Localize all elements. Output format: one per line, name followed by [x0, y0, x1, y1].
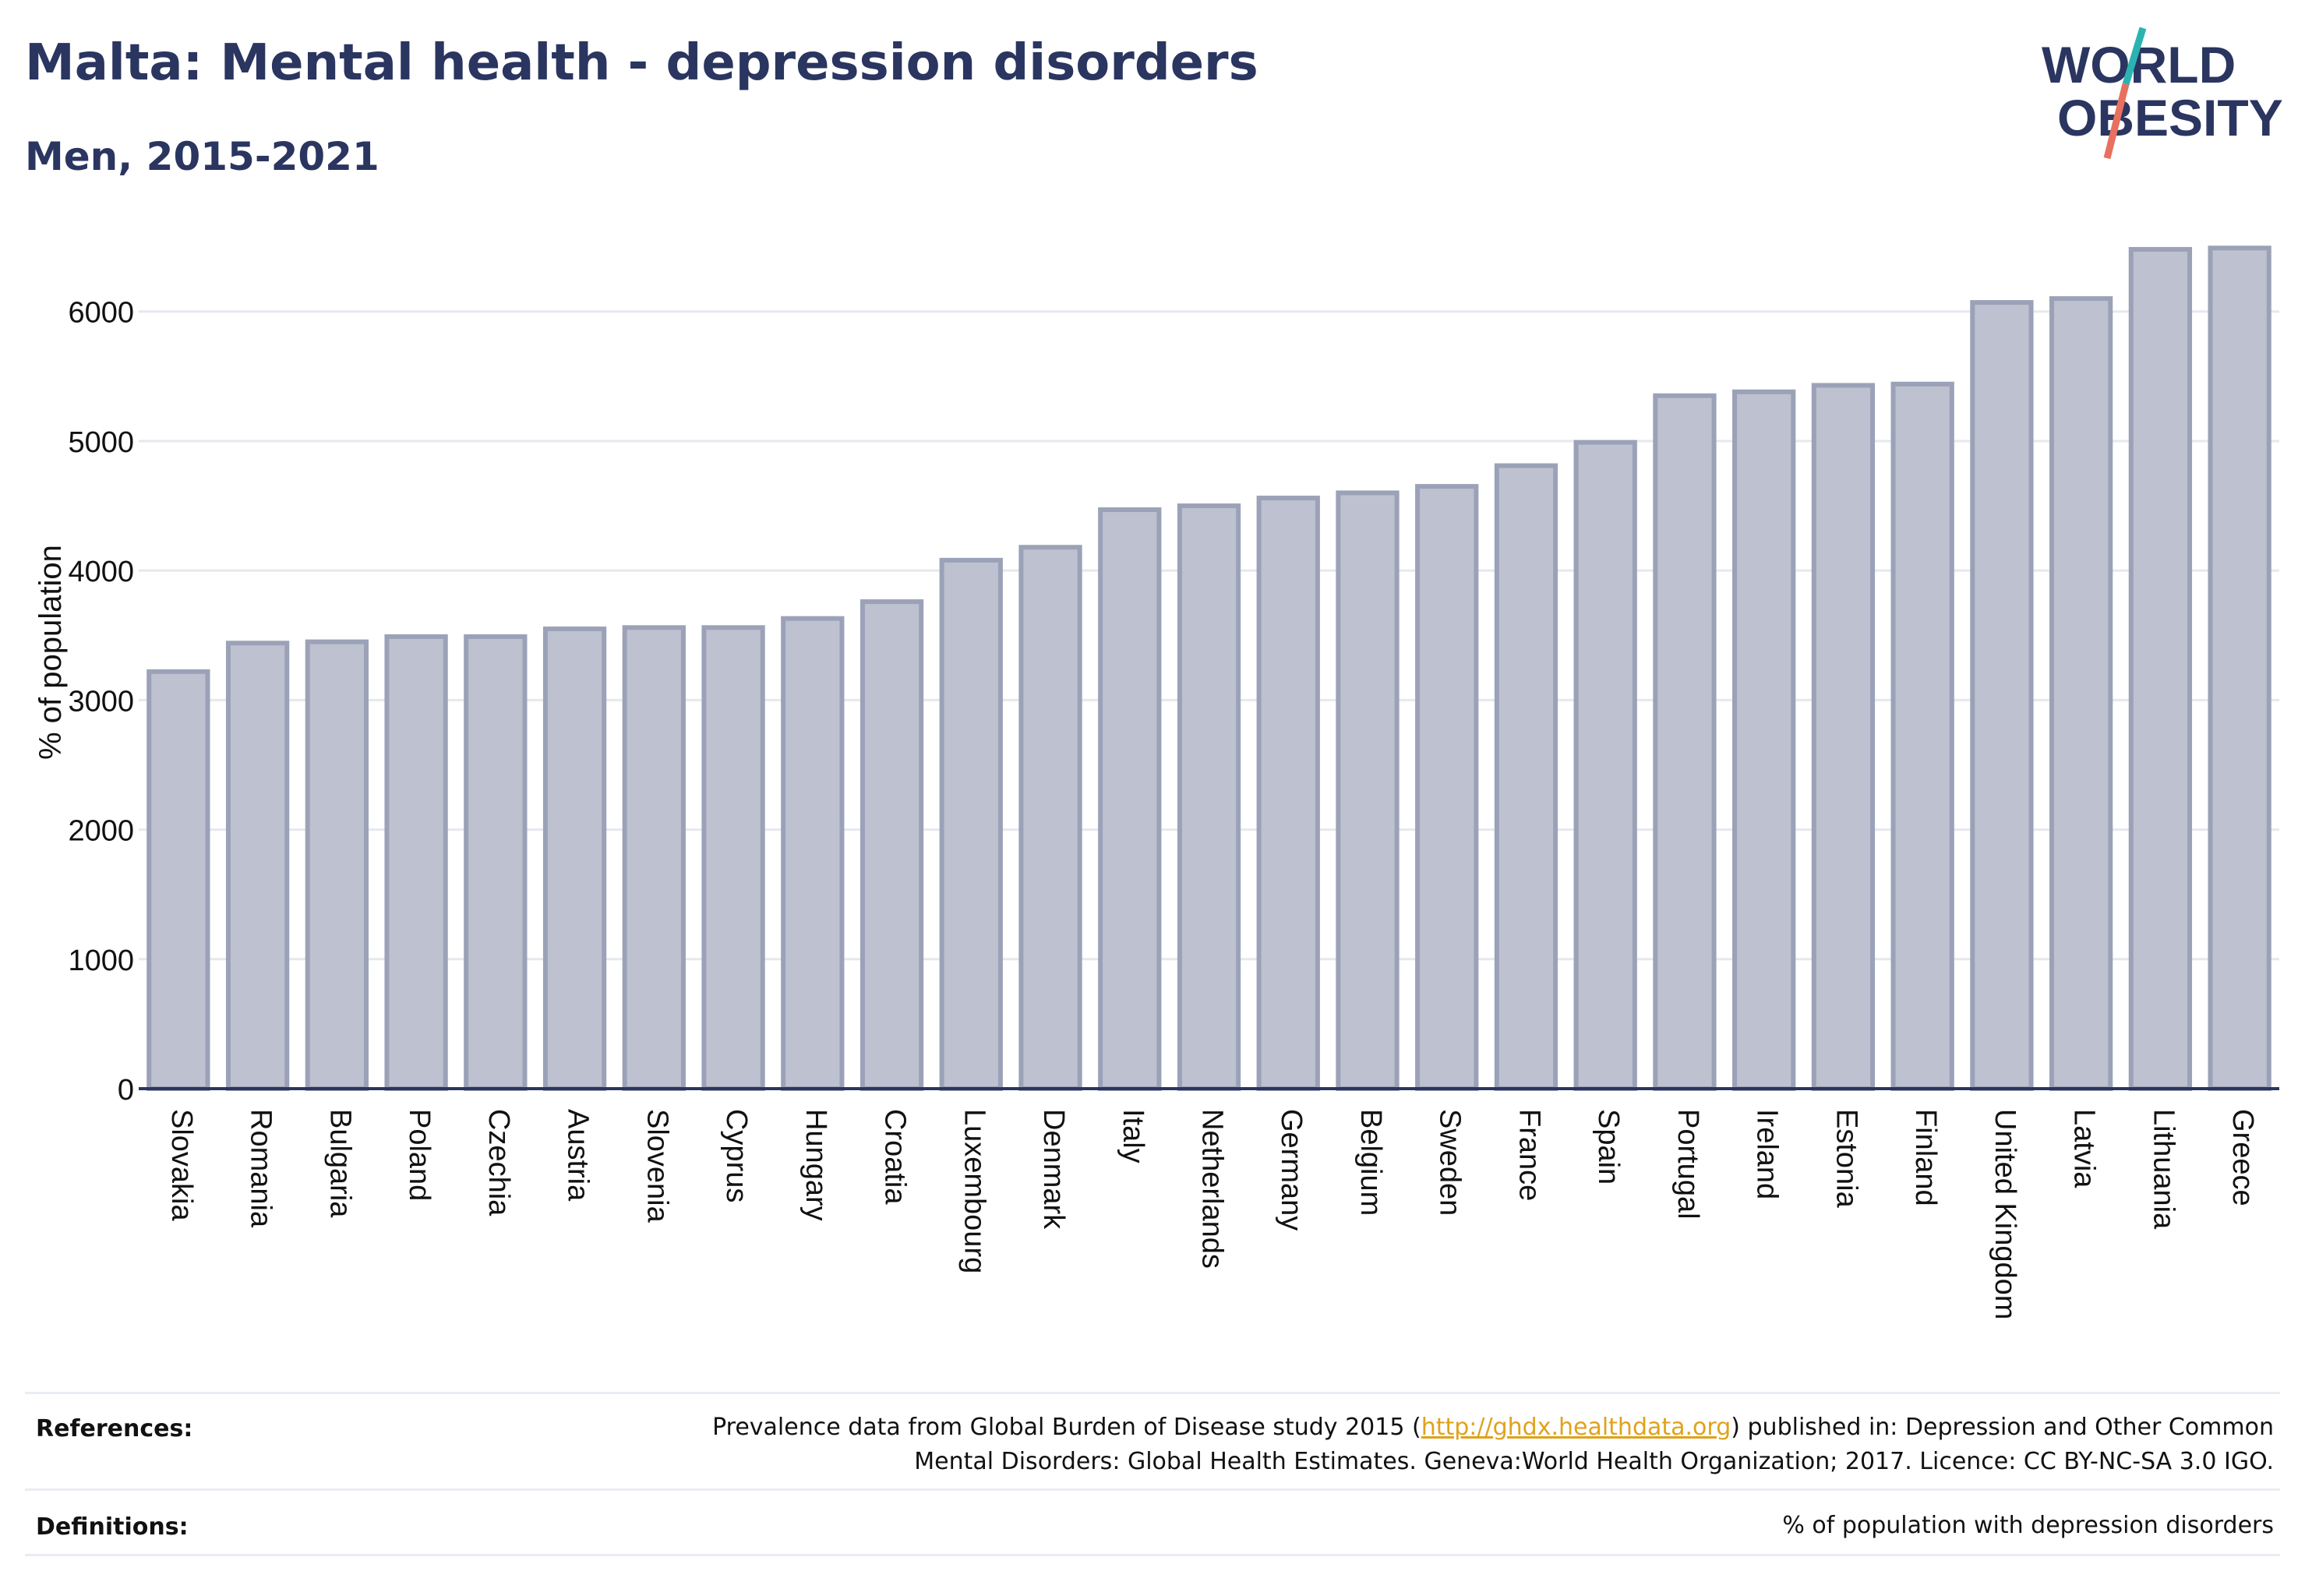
bar [860, 599, 924, 1091]
bar [2128, 246, 2193, 1092]
x-tick-label: Slovenia [641, 1109, 673, 1223]
definitions-text: % of population with depression disorder… [1782, 1512, 2274, 1539]
bar [146, 669, 210, 1091]
x-tick-label: Italy [1117, 1109, 1149, 1163]
x-tick-label: Finland [1909, 1109, 1942, 1206]
definitions-label: Definitions: [36, 1513, 189, 1541]
x-tick-label: Greece [2226, 1109, 2259, 1206]
bar [1177, 503, 1241, 1091]
x-tick-label: Portugal [1671, 1109, 1704, 1220]
bar [1336, 490, 1400, 1091]
bar [1811, 383, 1876, 1091]
footer-divider-bottom [25, 1554, 2280, 1556]
bar [939, 557, 1003, 1091]
x-tick-label: United Kingdom [1989, 1109, 2021, 1319]
bar [1098, 507, 1162, 1091]
bar [1256, 496, 1320, 1091]
references-link[interactable]: http://ghdx.healthdata.org [1421, 1414, 1731, 1441]
bar [622, 625, 686, 1091]
x-tick-label: Luxembourg [958, 1109, 990, 1273]
x-tick-labels: Slovakia Romania Bulgaria Poland Czechia Aust… [165, 1109, 2259, 1319]
logo-slash-teal [2122, 26, 2147, 86]
bar [542, 626, 607, 1091]
x-tick-label: Netherlands [1196, 1109, 1229, 1269]
y-tick-label: 2000 [68, 815, 134, 848]
y-tick-labels: 0 1000 2000 3000 4000 5000 6000 [68, 297, 134, 1107]
bar [2208, 245, 2271, 1091]
footer-divider-top [25, 1392, 2280, 1394]
y-tick-label: 1000 [68, 945, 134, 977]
x-tick-label: Croatia [879, 1109, 912, 1205]
bar-chart: 0 1000 2000 3000 4000 5000 6000 Slovakia Romani… [34, 245, 2279, 1319]
y-tick-label: 6000 [68, 297, 134, 330]
y-tick-label: 5000 [68, 426, 134, 459]
x-tick-label: Slovakia [165, 1109, 198, 1221]
references-text: Prevalence data from Global Burden of Di… [712, 1411, 2274, 1479]
x-tick-label: Latvia [2068, 1109, 2101, 1188]
bar [1970, 300, 2034, 1092]
bar [1732, 389, 1796, 1091]
y-tick-label: 3000 [68, 685, 134, 718]
bar [1573, 440, 1637, 1091]
logo-word-obesity: OBESITY [2057, 89, 2283, 147]
references-label: References: [36, 1415, 193, 1442]
y-tick-label: 4000 [68, 556, 134, 588]
chart-title: Malta: Mental health - depression disord… [25, 34, 1258, 92]
bar [464, 634, 528, 1091]
x-tick-label: France [1513, 1109, 1545, 1201]
bar [305, 639, 369, 1091]
bar [225, 641, 290, 1091]
x-tick-label: Germany [1275, 1109, 1308, 1231]
bar [2049, 296, 2113, 1091]
references-text-before: Prevalence data from Global Burden of Di… [712, 1414, 1421, 1441]
x-tick-label: Austria [562, 1109, 595, 1202]
x-tick-label: Denmark [1037, 1109, 1070, 1230]
y-tick-label: 0 [118, 1074, 134, 1107]
x-tick-label: Lithuania [2147, 1109, 2180, 1230]
x-tick-label: Ireland [1751, 1109, 1784, 1199]
x-tick-label: Bulgaria [323, 1109, 356, 1218]
logo-slash-red [2103, 83, 2130, 160]
bar [1653, 393, 1717, 1091]
bar [1494, 463, 1558, 1091]
x-tick-label: Sweden [1434, 1109, 1467, 1216]
chart-subtitle: Men, 2015-2021 [25, 134, 379, 179]
bar [701, 625, 765, 1091]
bar [1415, 484, 1479, 1091]
bar [781, 616, 845, 1091]
bars [146, 245, 2271, 1092]
bar [1890, 381, 1954, 1092]
x-tick-label: Cyprus [720, 1109, 753, 1202]
x-tick-label: Czechia [482, 1109, 515, 1216]
footer-divider-middle [25, 1488, 2280, 1491]
references-text-line2: Mental Disorders: Global Health Estimate… [914, 1448, 2274, 1475]
bar [1018, 545, 1082, 1091]
x-tick-label: Spain [1592, 1109, 1625, 1185]
x-tick-label: Estonia [1830, 1109, 1862, 1209]
x-tick-label: Poland [403, 1109, 436, 1201]
x-tick-label: Belgium [1354, 1109, 1387, 1216]
x-tick-label: Romania [245, 1109, 277, 1228]
world-obesity-logo: WORLD OBESITY [2042, 26, 2283, 160]
y-axis-label: % of population [34, 545, 68, 760]
references-text-after: ) published in: Depression and Other Com… [1731, 1414, 2274, 1441]
bar [384, 634, 448, 1091]
x-tick-label: Hungary [800, 1109, 832, 1221]
